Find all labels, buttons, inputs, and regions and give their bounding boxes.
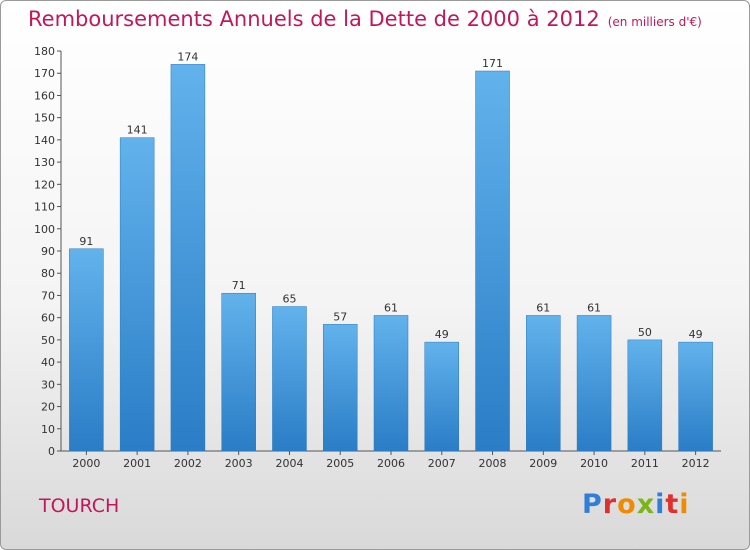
- x-tick-label: 2004: [275, 457, 303, 470]
- bar-value-label: 71: [232, 279, 246, 292]
- bar-value-label: 61: [587, 301, 601, 314]
- bar-value-label: 174: [177, 50, 198, 63]
- y-tick-label: 40: [41, 356, 55, 369]
- bar-2005: [322, 324, 358, 452]
- x-tick-label: 2009: [529, 457, 557, 470]
- x-tick-label: 2008: [479, 457, 507, 470]
- bar-value-label: 171: [482, 57, 503, 70]
- proxiti-logo: Proxiti: [582, 489, 690, 520]
- chart-title-text: Remboursements Annuels de la Dette de 20…: [28, 7, 600, 31]
- y-tick-label: 110: [34, 201, 55, 214]
- chart-title: Remboursements Annuels de la Dette de 20…: [28, 7, 702, 31]
- bar-2003: [221, 292, 256, 452]
- y-tick-label: 50: [41, 334, 55, 347]
- y-tick-label: 170: [34, 67, 55, 80]
- chart-unit: (en milliers d'€): [607, 15, 702, 29]
- bar-2008: [475, 70, 510, 452]
- bar-2000: [69, 248, 104, 452]
- bar-2009: [526, 315, 561, 452]
- chart-bars: [69, 64, 713, 452]
- bar-value-label: 50: [638, 326, 652, 339]
- bar-value-label: 91: [79, 235, 93, 248]
- location-label: TOURCH: [39, 495, 120, 517]
- bar-2010: [576, 315, 612, 452]
- bar-value-label: 141: [127, 124, 148, 137]
- x-tick-label: 2000: [72, 457, 100, 470]
- y-tick-label: 140: [34, 134, 55, 147]
- bar-value-label: 49: [689, 328, 703, 341]
- y-tick-label: 150: [34, 112, 55, 125]
- chart-labels: 91 2000 141 2001 174 2002 71 2003 65 2004 57 2005 61…: [72, 50, 709, 470]
- y-tick-label: 80: [41, 267, 55, 280]
- y-tick-label: 120: [34, 178, 55, 191]
- bar-2001: [119, 137, 155, 452]
- bar-2006: [373, 315, 409, 452]
- x-tick-label: 2007: [428, 457, 456, 470]
- bar-2004: [272, 306, 307, 452]
- y-tick-label: 70: [41, 289, 55, 302]
- y-tick-label: 10: [41, 423, 55, 436]
- y-tick-label: 60: [41, 312, 55, 325]
- y-tick-label: 180: [34, 45, 55, 58]
- x-tick-label: 2002: [174, 457, 202, 470]
- chart-axes: 0 10 20 30 40 50 60 70 80 90 100 110 120 130 140 150 160…: [34, 45, 721, 458]
- bar-2012: [678, 341, 713, 452]
- bar-2011: [627, 339, 663, 452]
- bar-value-label: 57: [333, 310, 347, 323]
- y-tick-label: 130: [34, 156, 55, 169]
- bar-2007: [424, 341, 460, 452]
- y-tick-label: 160: [34, 89, 55, 102]
- y-tick-label: 0: [48, 445, 55, 458]
- x-tick-label: 2001: [123, 457, 151, 470]
- x-tick-label: 2005: [326, 457, 354, 470]
- x-tick-label: 2010: [580, 457, 608, 470]
- x-tick-label: 2011: [631, 457, 659, 470]
- x-tick-label: 2012: [682, 457, 710, 470]
- y-tick-label: 30: [41, 378, 55, 391]
- x-tick-label: 2006: [377, 457, 405, 470]
- x-tick-label: 2003: [225, 457, 253, 470]
- bar-value-label: 61: [384, 301, 398, 314]
- bar-value-label: 65: [282, 293, 296, 306]
- y-tick-label: 100: [34, 223, 55, 236]
- bar-2002: [170, 64, 206, 452]
- y-tick-label: 90: [41, 245, 55, 258]
- bar-value-label: 61: [536, 301, 550, 314]
- bar-value-label: 49: [435, 328, 449, 341]
- y-tick-label: 20: [41, 401, 55, 414]
